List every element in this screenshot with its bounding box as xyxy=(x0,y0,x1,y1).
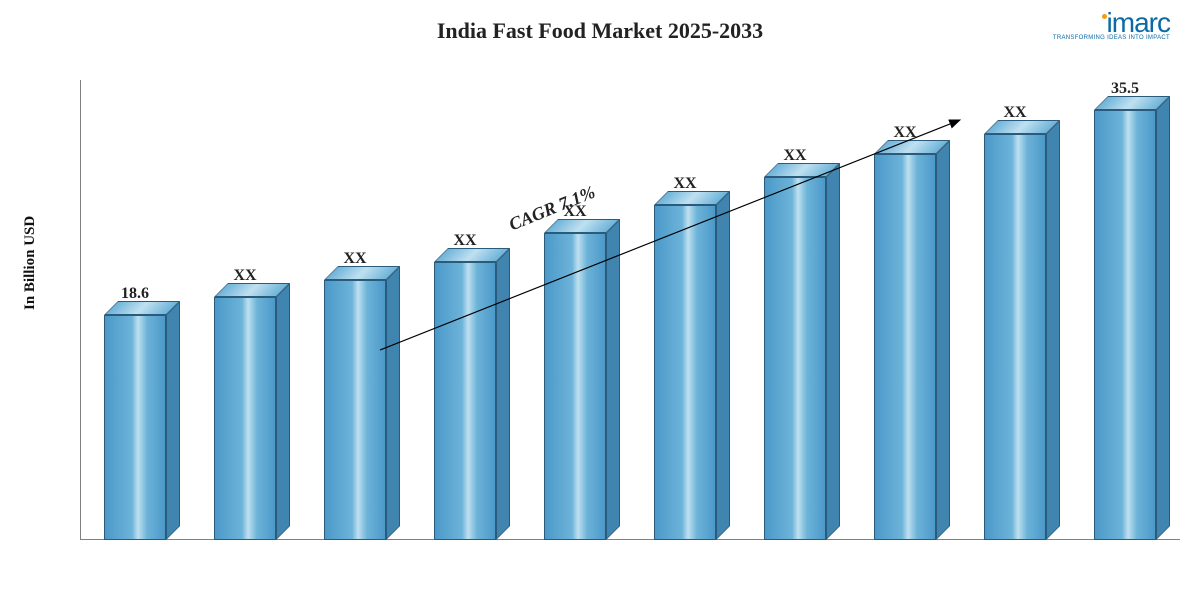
logo-word: imarc xyxy=(1107,7,1170,38)
y-axis-label: In Billion USD xyxy=(22,216,39,310)
cagr-arrow xyxy=(80,60,1180,540)
logo-tagline: TRANSFORMING IDEAS INTO IMPACT xyxy=(1053,35,1170,41)
chart-title: India Fast Food Market 2025-2033 xyxy=(437,18,763,44)
bar-chart: 18.6XXXXXXXXXXXXXXXX35.5 CAGR 7.1% xyxy=(80,60,1180,560)
imarc-logo: imarc TRANSFORMING IDEAS INTO IMPACT xyxy=(1053,10,1170,41)
logo-text: imarc xyxy=(1053,10,1170,35)
